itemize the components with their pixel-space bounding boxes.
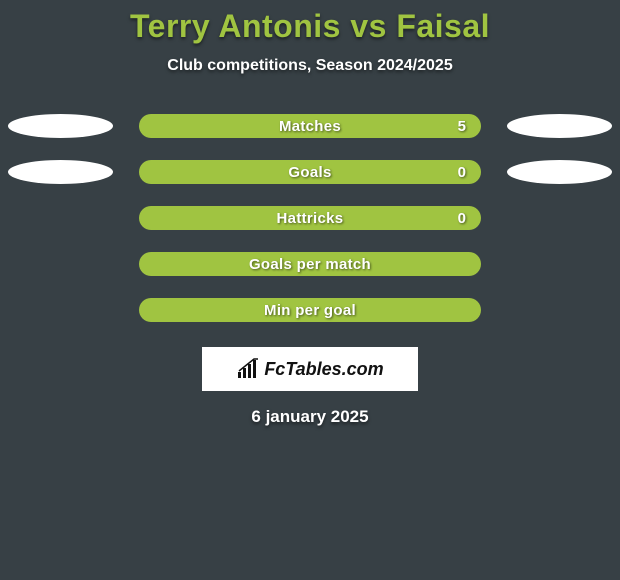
stat-label: Goals per match [249, 256, 371, 273]
stat-bar: Goals per match [139, 252, 481, 276]
stat-label: Hattricks [277, 210, 344, 227]
stat-value: 0 [458, 164, 466, 181]
date: 6 january 2025 [0, 407, 620, 427]
stat-bar: Min per goal [139, 298, 481, 322]
stat-row: Goals 0 [0, 149, 620, 195]
logo-text: FcTables.com [264, 359, 383, 380]
stat-bar: Goals 0 [139, 160, 481, 184]
right-ellipse [507, 160, 612, 184]
stat-bar: Matches 5 [139, 114, 481, 138]
stat-bar: Hattricks 0 [139, 206, 481, 230]
stat-label: Goals [288, 164, 331, 181]
stat-rows: Matches 5 Goals 0 Hattricks 0 Goals per match M… [0, 103, 620, 333]
left-ellipse [8, 160, 113, 184]
stat-row: Matches 5 [0, 103, 620, 149]
logo: FcTables.com [236, 358, 383, 380]
subtitle: Club competitions, Season 2024/2025 [0, 57, 620, 75]
stat-row: Goals per match [0, 241, 620, 287]
left-ellipse [8, 114, 113, 138]
stat-value: 0 [458, 210, 466, 227]
logo-box: FcTables.com [202, 347, 418, 391]
right-ellipse [507, 114, 612, 138]
stat-label: Min per goal [264, 302, 356, 319]
stat-row: Min per goal [0, 287, 620, 333]
stat-label: Matches [279, 118, 341, 135]
stat-row: Hattricks 0 [0, 195, 620, 241]
chart-icon [236, 358, 262, 380]
page-title: Terry Antonis vs Faisal [0, 8, 620, 45]
stat-value: 5 [458, 118, 466, 135]
comparison-card: Terry Antonis vs Faisal Club competition… [0, 0, 620, 427]
